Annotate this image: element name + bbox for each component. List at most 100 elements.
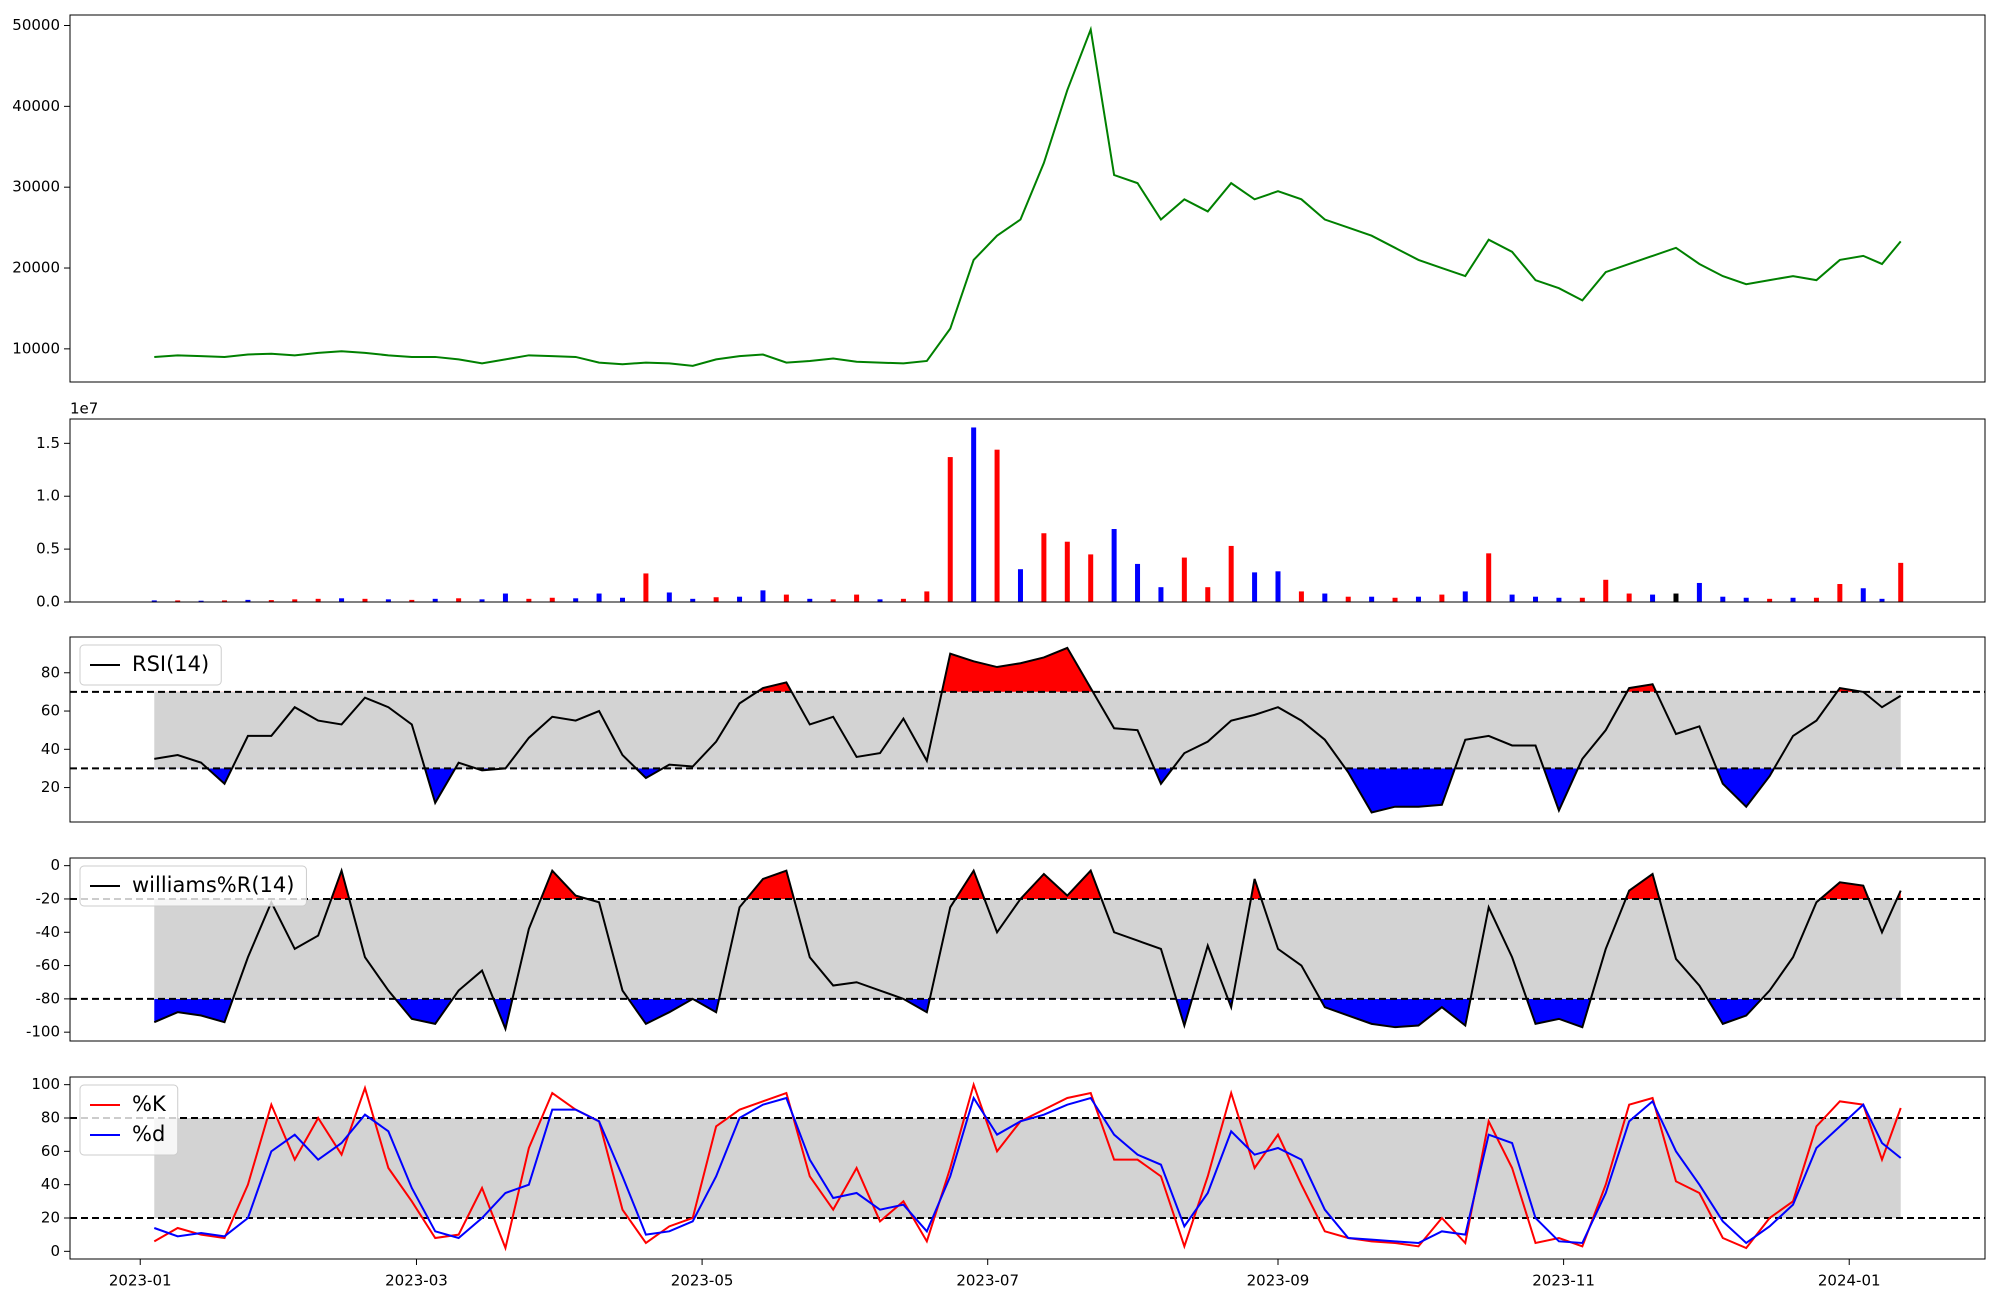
legend-box (79, 865, 307, 907)
bar (1275, 571, 1281, 602)
bar (1041, 533, 1047, 602)
axes-frame (69, 857, 1986, 1042)
bar (1415, 596, 1421, 602)
bar (385, 599, 391, 602)
bar (1860, 588, 1866, 602)
bar (1743, 597, 1749, 602)
bar (596, 593, 602, 602)
legend: %K %d (79, 1084, 179, 1156)
bar (1626, 593, 1632, 602)
panel: 10000 20000 30000 40000 50000 (12, 14, 1986, 383)
y-tick-label: 60 (41, 1142, 60, 1160)
y-tick-label: 40000 (12, 97, 60, 115)
offset-label: 1e7 (70, 400, 98, 418)
bar (292, 599, 298, 602)
bar (854, 594, 860, 602)
bar (1509, 594, 1515, 602)
bar (362, 598, 368, 602)
y-tick-label: 20 (41, 778, 60, 796)
x-tick-label: 2024-01 (1818, 1272, 1881, 1290)
threshold-band (154, 898, 1901, 999)
bar (526, 598, 532, 602)
bar (830, 599, 836, 602)
y-tick-label: 80 (41, 663, 60, 681)
bar (1556, 597, 1562, 602)
bar (222, 600, 228, 602)
bar (713, 597, 719, 602)
threshold-band (154, 691, 1901, 769)
bar (643, 573, 649, 602)
y-tick-label: -40 (36, 923, 61, 941)
series-line (154, 646, 1902, 814)
bar (1696, 582, 1702, 602)
bar (924, 591, 930, 602)
legend-box (79, 1084, 179, 1156)
bar (245, 599, 251, 602)
axes-frame (69, 418, 1986, 603)
y-tick-label: 80 (41, 1109, 60, 1127)
bar (971, 427, 977, 602)
bar (1205, 587, 1211, 602)
axes-frame (69, 1076, 1986, 1260)
bar (1392, 597, 1398, 602)
panel: 0 -20 -40 -60 -80 -100 williams%R(14) (26, 856, 1986, 1042)
bar (1158, 587, 1164, 602)
bar (573, 598, 579, 602)
y-tick-label: 60 (41, 702, 60, 720)
y-tick-label: 20000 (12, 259, 60, 277)
legend-label: williams%R(14) (132, 873, 294, 897)
legend-label: %d (132, 1122, 165, 1146)
y-tick-label: -100 (26, 1023, 60, 1041)
y-tick-label: 0 (50, 1242, 60, 1260)
bar (1252, 572, 1258, 602)
bar (666, 592, 672, 602)
legend-label: %K (132, 1092, 167, 1116)
axes-frame (69, 636, 1986, 823)
y-tick-label: 20 (41, 1209, 60, 1227)
panel: 20 40 60 80 RSI(14) (41, 636, 1986, 823)
y-tick-label: 1.5 (36, 434, 60, 452)
bar (783, 594, 789, 602)
bar (456, 598, 462, 602)
bar (1898, 562, 1904, 602)
bar (432, 598, 438, 602)
bar (1837, 584, 1843, 602)
bar (807, 598, 813, 602)
bar (1462, 591, 1468, 602)
bar (1345, 596, 1351, 602)
series-line (153, 867, 1902, 1033)
bar (1181, 557, 1187, 602)
bar (175, 600, 181, 602)
y-tick-label: 10000 (12, 339, 60, 357)
bar (1790, 597, 1796, 602)
bar (1298, 591, 1304, 602)
bar (1767, 598, 1773, 602)
bar (268, 600, 274, 602)
bar (409, 599, 415, 602)
x-tick-label: 2023-01 (109, 1272, 172, 1290)
y-tick-label: 1.0 (36, 487, 60, 505)
bar (760, 590, 766, 602)
x-tick-label: 2023-11 (1532, 1272, 1595, 1290)
bar (1111, 529, 1117, 602)
panel: 0 20 40 60 80 100 2023-01 2023-03 2023-05 2023-07… (31, 1075, 1986, 1290)
x-tick-label: 2023-05 (671, 1272, 734, 1290)
y-tick-label: -80 (36, 989, 61, 1007)
bar (1135, 563, 1141, 602)
y-tick-label: -20 (36, 889, 61, 907)
panel: 0.0 0.5 1.0 1.5 1e7 (36, 400, 1986, 611)
bar (877, 599, 883, 602)
bar (737, 596, 743, 602)
y-tick-label: -60 (36, 956, 61, 974)
series-line (154, 25, 1902, 367)
bar (479, 599, 485, 602)
y-tick-label: 40 (41, 740, 60, 758)
bar (1720, 596, 1726, 602)
bar (1879, 598, 1885, 602)
axes-frame (69, 14, 1986, 383)
legend-label: RSI(14) (132, 652, 209, 676)
bar (1064, 541, 1070, 602)
bar (502, 593, 508, 602)
